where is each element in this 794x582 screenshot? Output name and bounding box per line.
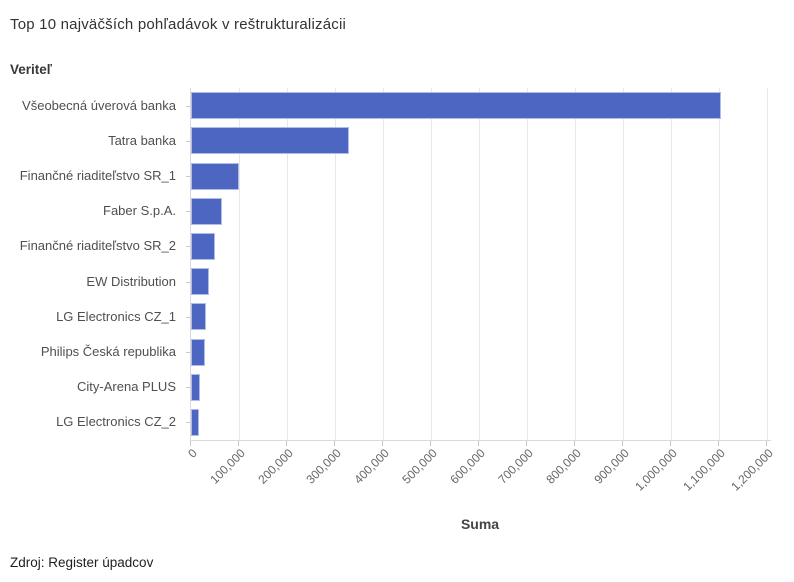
gridline bbox=[574, 88, 576, 440]
category-label: Všeobecná úverová banka bbox=[22, 97, 176, 113]
x-axis-tick bbox=[334, 441, 335, 446]
y-axis-tick bbox=[186, 105, 190, 107]
category-label: EW Distribution bbox=[86, 273, 176, 289]
y-axis-tick bbox=[186, 176, 190, 177]
category-label: Faber S.p.A. bbox=[103, 203, 176, 219]
bar bbox=[191, 162, 239, 190]
gridline bbox=[526, 88, 528, 440]
bar bbox=[191, 408, 200, 436]
x-axis-tick bbox=[718, 441, 719, 446]
gridline bbox=[718, 88, 720, 440]
x-axis-tick bbox=[430, 441, 431, 446]
category-label: Finančné riaditeľstvo SR_1 bbox=[19, 168, 176, 183]
x-axis-tick bbox=[478, 441, 479, 446]
x-tick-label: 0 bbox=[185, 446, 200, 461]
x-axis-tick bbox=[382, 441, 383, 446]
category-label: Finančné riaditeľstvo SR_2 bbox=[19, 238, 176, 254]
plot-area bbox=[190, 88, 771, 441]
x-axis-tick bbox=[670, 441, 671, 446]
category-label: Tatra banka bbox=[108, 132, 176, 148]
source-note: Zdroj: Register úpadcov bbox=[10, 555, 154, 570]
y-axis-tick bbox=[186, 352, 190, 353]
x-axis-tick bbox=[574, 441, 575, 446]
gridline bbox=[430, 88, 432, 440]
y-axis-tick bbox=[186, 140, 190, 142]
gridline bbox=[766, 88, 768, 440]
bar bbox=[191, 268, 209, 296]
category-label: LG Electronics CZ_1 bbox=[56, 308, 176, 324]
x-axis-tick bbox=[622, 441, 623, 446]
bar bbox=[191, 338, 206, 366]
x-axis-tick bbox=[190, 441, 191, 446]
y-axis-title: Veriteľ bbox=[10, 62, 52, 77]
gridline bbox=[286, 88, 288, 440]
category-label: Philips Česká republika bbox=[40, 344, 176, 359]
category-label: City-Arena PLUS bbox=[77, 379, 176, 395]
chart-title: Top 10 najväčších pohľadávok v reštruktu… bbox=[10, 16, 347, 33]
gridline bbox=[670, 88, 672, 440]
x-axis-tick bbox=[238, 441, 239, 446]
gridline bbox=[334, 88, 336, 440]
x-axis-tick bbox=[766, 441, 767, 446]
bar bbox=[191, 92, 721, 120]
gridline bbox=[238, 88, 240, 440]
y-axis-tick bbox=[186, 246, 190, 248]
category-label: LG Electronics CZ_2 bbox=[56, 414, 176, 430]
y-axis-tick bbox=[186, 316, 190, 318]
x-axis-title: Suma bbox=[460, 516, 500, 532]
bar bbox=[191, 232, 216, 260]
bar bbox=[191, 127, 350, 155]
x-axis-tick bbox=[526, 441, 527, 446]
y-axis-tick bbox=[186, 387, 190, 389]
gridline bbox=[622, 88, 624, 440]
y-axis-tick bbox=[186, 211, 190, 213]
y-axis-tick bbox=[186, 422, 190, 424]
y-axis-tick bbox=[186, 281, 190, 283]
bar bbox=[191, 197, 223, 225]
x-axis-tick bbox=[286, 441, 287, 446]
bar bbox=[191, 373, 201, 401]
gridline bbox=[382, 88, 384, 440]
gridline bbox=[478, 88, 480, 440]
bar bbox=[191, 303, 206, 331]
